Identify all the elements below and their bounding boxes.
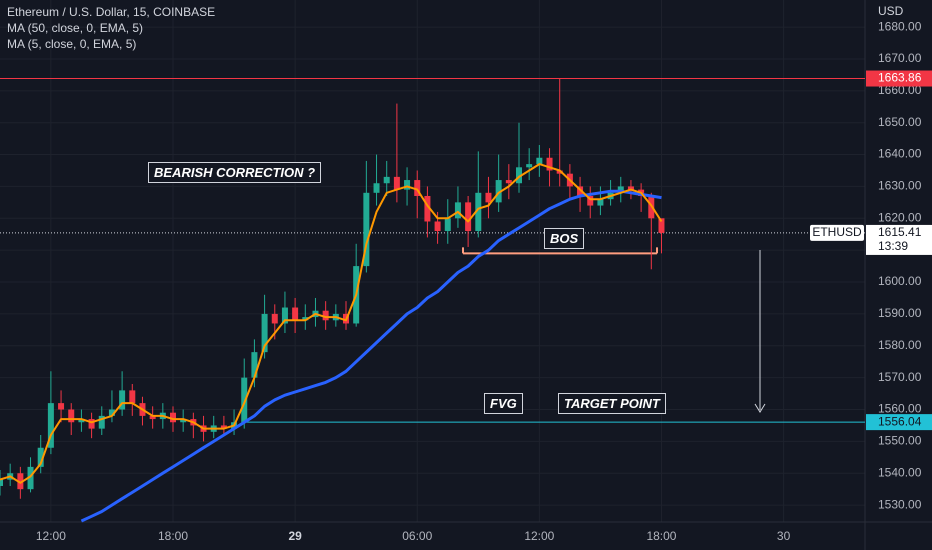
x-tick-label: 30	[777, 529, 791, 543]
y-tick-label: 1680.00	[878, 19, 922, 33]
candle-body	[170, 412, 176, 423]
candle-body	[434, 221, 441, 232]
candle-body	[505, 180, 512, 184]
x-tick-label: 12:00	[524, 529, 554, 543]
y-tick-label: 1600.00	[878, 274, 922, 288]
y-tick-label: 1630.00	[878, 179, 922, 193]
candle-body	[88, 419, 95, 429]
x-tick-label: 12:00	[36, 529, 66, 543]
y-tick-label: 1530.00	[878, 497, 922, 511]
ma-line	[80, 189, 662, 523]
x-tick-label: 06:00	[402, 529, 432, 543]
annotation: BEARISH CORRECTION ?	[148, 162, 322, 183]
candle-body	[129, 390, 136, 404]
candle-body	[587, 195, 594, 206]
symbol-label-bg	[810, 224, 864, 241]
candle-body	[78, 419, 85, 423]
y-tick-label: 1640.00	[878, 147, 922, 161]
ma-line	[0, 163, 663, 484]
candle-body	[546, 157, 553, 171]
last-price-label: 1615.41	[878, 225, 922, 239]
candle-body	[292, 307, 299, 321]
resistance-label: 1663.86	[878, 71, 922, 85]
candle-body	[383, 176, 390, 184]
price-axis	[865, 0, 932, 550]
target-label-bg	[866, 414, 932, 431]
candle-body	[180, 419, 187, 423]
candle-body	[658, 218, 665, 233]
candle-body	[516, 167, 522, 184]
candle-body	[322, 310, 329, 321]
candle-body	[373, 183, 380, 193]
candle-body	[393, 176, 400, 190]
candle-body	[281, 307, 288, 324]
countdown-label: 13:39	[878, 239, 908, 253]
candle-body	[68, 409, 75, 423]
last-price-bg	[866, 224, 932, 255]
y-tick-label: 1560.00	[878, 402, 922, 416]
candle-body	[251, 352, 258, 378]
candle-body	[475, 192, 482, 232]
candle-body	[220, 425, 227, 429]
candle-body	[556, 170, 563, 174]
y-tick-label: 1590.00	[878, 306, 922, 320]
candle-body	[424, 195, 431, 222]
candle-body	[577, 186, 584, 196]
candle-body	[526, 164, 533, 168]
candle-body	[536, 157, 543, 165]
y-tick-label: 1570.00	[878, 370, 922, 384]
candle-body	[37, 447, 44, 467]
candle-body	[495, 180, 502, 203]
annotation: TARGET POINT	[558, 393, 666, 414]
currency-label: USD	[878, 4, 904, 18]
candle-body	[27, 466, 34, 490]
candle-body	[0, 479, 3, 486]
target-arrowhead	[754, 403, 766, 413]
resistance-label-bg	[866, 70, 932, 87]
indicator-label: MA (50, close, 0, EMA, 5)	[7, 21, 143, 35]
candle-body	[17, 473, 24, 490]
chart-title: Ethereum / U.S. Dollar, 15, COINBASE	[7, 5, 215, 19]
x-tick-label: 18:00	[158, 529, 188, 543]
candle-body	[597, 199, 604, 206]
candle-body	[108, 409, 115, 416]
x-tick-label: 18:00	[646, 529, 676, 543]
candle-body	[271, 313, 278, 324]
y-tick-label: 1670.00	[878, 51, 922, 65]
candle-body	[149, 415, 156, 420]
indicator-label: MA (5, close, 0, EMA, 5)	[7, 37, 136, 51]
y-tick-label: 1650.00	[878, 115, 922, 129]
candle-body	[98, 415, 105, 429]
symbol-label: ETHUSD	[812, 225, 862, 239]
candle-body	[465, 202, 472, 232]
candle-body	[414, 180, 421, 196]
candle-body	[617, 186, 624, 193]
candle-body	[363, 192, 370, 267]
candle-body	[47, 403, 54, 448]
candle-body	[302, 317, 309, 321]
y-tick-label: 1550.00	[878, 434, 922, 448]
candle-body	[404, 180, 411, 190]
candle-body	[261, 313, 268, 353]
target-label: 1556.04	[878, 414, 922, 428]
annotation: BOS	[544, 228, 585, 249]
candle-body	[454, 202, 461, 219]
y-tick-label: 1580.00	[878, 338, 922, 352]
candle-body	[485, 192, 492, 203]
annotation: FVG	[484, 393, 523, 414]
candle-body	[627, 186, 634, 190]
candle-body	[58, 403, 65, 410]
candle-body	[119, 390, 126, 410]
y-tick-label: 1540.00	[878, 465, 922, 479]
y-tick-label: 1620.00	[878, 210, 922, 224]
x-tick-label: 29	[288, 529, 302, 543]
candle-body	[241, 377, 248, 423]
candle-body	[444, 218, 451, 232]
